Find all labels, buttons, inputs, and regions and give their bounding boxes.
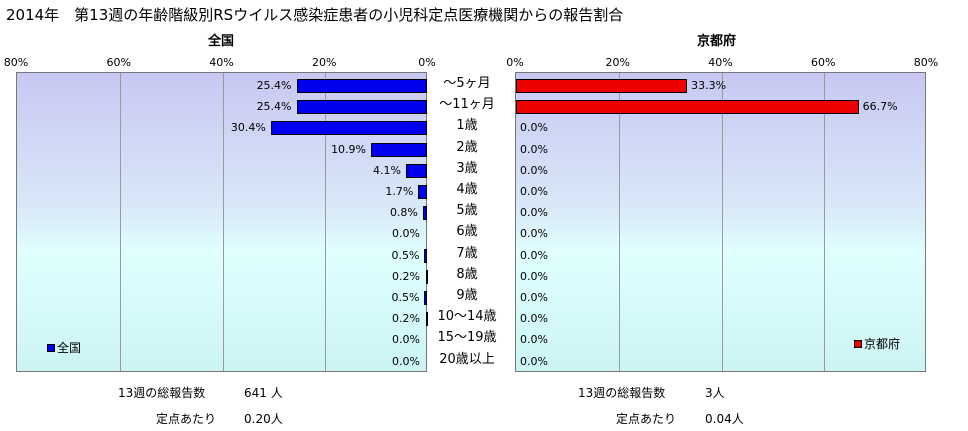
left-bar: [425, 269, 428, 284]
right-per-label: 定点あたり: [616, 412, 677, 426]
left-data-label: 10.9%: [331, 142, 367, 156]
category-label: 8歳: [456, 266, 478, 282]
left-data-label: 25.4%: [256, 100, 292, 114]
left-legend: 全国: [47, 339, 81, 356]
right-data-label: 0.0%: [520, 312, 548, 326]
right-gridline: [721, 73, 723, 371]
right-data-label: 0.0%: [520, 206, 548, 220]
category-label: ～11ヶ月: [439, 97, 495, 113]
left-x-tick-label: 0%: [418, 56, 436, 69]
right-data-label: 0.0%: [520, 333, 548, 347]
right-gridline: [824, 73, 826, 371]
right-plot-area: 京都府 33.3% 66.7% 0.0% 0.0% 0.0% 0.0% 0.0% 0.0% 0.…: [515, 72, 926, 372]
left-data-label: 0.0%: [392, 333, 420, 347]
left-data-label: 0.2%: [392, 269, 420, 283]
right-data-label: 66.7%: [862, 100, 898, 114]
right-gridline: [618, 73, 620, 371]
left-plot-area: 全国 25.4% 25.4% 30.4% 10.9% 4.1% 1.7% 0.8% 0.0% 0…: [16, 72, 428, 372]
right-data-label: 0.0%: [520, 354, 548, 368]
left-total-label: 13週の総報告数: [118, 386, 206, 400]
left-x-tick-label: 20%: [312, 56, 337, 69]
right-legend-label: 京都府: [864, 337, 901, 351]
right-x-tick-label: 20%: [605, 56, 630, 69]
category-label: 6歳: [456, 224, 478, 240]
left-per-value: 0.20人: [244, 412, 283, 426]
category-label: 1歳: [456, 118, 478, 134]
left-data-label: 25.4%: [256, 79, 292, 92]
right-total-label: 13週の総報告数: [578, 386, 666, 400]
left-bar: [296, 100, 427, 115]
left-x-tick-label: 80%: [3, 56, 29, 69]
left-bar: [425, 312, 428, 327]
left-gridline: [325, 73, 327, 371]
right-data-label: 0.0%: [520, 185, 548, 198]
right-per-value: 0.04人: [705, 412, 744, 426]
left-data-label: 0.5%: [391, 291, 420, 304]
category-label: 20歳以上: [439, 351, 495, 367]
left-x-tick-label: 40%: [209, 56, 234, 69]
right-panel-title: 京都府: [697, 34, 737, 49]
chart-title: 2014年 第13週の年齢階級別RSウイルス感染症患者の小児科定点医療機関からの…: [6, 6, 624, 24]
right-bar: [516, 100, 859, 115]
left-panel-title: 全国: [208, 34, 235, 49]
category-label: ～5ヶ月: [443, 76, 491, 91]
category-label: 4歳: [456, 182, 478, 197]
right-legend: 京都府: [854, 335, 900, 352]
right-x-tick-label: 40%: [708, 56, 733, 69]
right-data-label: 0.0%: [520, 142, 548, 156]
left-legend-label: 全国: [57, 341, 82, 355]
left-bar: [418, 185, 427, 199]
category-label: 7歳: [456, 245, 478, 261]
category-label: 2歳: [456, 139, 478, 155]
right-bar: [516, 79, 688, 93]
left-per-label: 定点あたり: [156, 412, 217, 426]
right-data-label: 0.0%: [520, 291, 548, 304]
right-x-tick-label: 60%: [811, 56, 836, 69]
left-data-label: 0.5%: [391, 248, 420, 262]
left-bar: [296, 79, 427, 93]
left-bar: [371, 142, 427, 157]
left-gridline: [222, 73, 224, 371]
category-label: 15～19歳: [437, 330, 497, 346]
left-gridline: [119, 73, 121, 371]
left-data-label: 0.0%: [392, 354, 420, 368]
right-data-label: 33.3%: [691, 79, 727, 92]
left-data-label: 1.7%: [385, 185, 414, 198]
left-data-label: 0.0%: [392, 227, 420, 241]
category-label: 10～14歳: [437, 309, 497, 325]
category-label: 3歳: [456, 160, 478, 176]
left-data-label: 0.2%: [392, 312, 420, 326]
right-total-value: 3人: [705, 386, 725, 400]
right-data-label: 0.0%: [520, 248, 548, 262]
left-legend-swatch: [47, 343, 55, 352]
right-data-label: 0.0%: [520, 121, 548, 135]
left-total-value: 641 人: [244, 386, 283, 400]
left-data-label: 4.1%: [372, 163, 401, 177]
right-legend-swatch: [854, 339, 862, 348]
right-x-tick-label: 0%: [506, 56, 524, 69]
right-data-label: 0.0%: [520, 163, 548, 177]
left-x-tick-label: 60%: [106, 56, 131, 69]
left-data-label: 0.8%: [389, 206, 418, 220]
left-bar: [405, 163, 427, 178]
category-label: 5歳: [456, 203, 478, 219]
left-bar: [424, 291, 427, 305]
left-bar: [422, 206, 427, 221]
left-bar: [424, 248, 427, 263]
right-data-label: 0.0%: [520, 269, 548, 283]
category-label: 9歳: [456, 288, 478, 303]
right-x-tick-label: 80%: [913, 56, 939, 69]
right-data-label: 0.0%: [520, 227, 548, 241]
left-data-label: 30.4%: [230, 121, 266, 135]
left-bar: [270, 121, 427, 136]
